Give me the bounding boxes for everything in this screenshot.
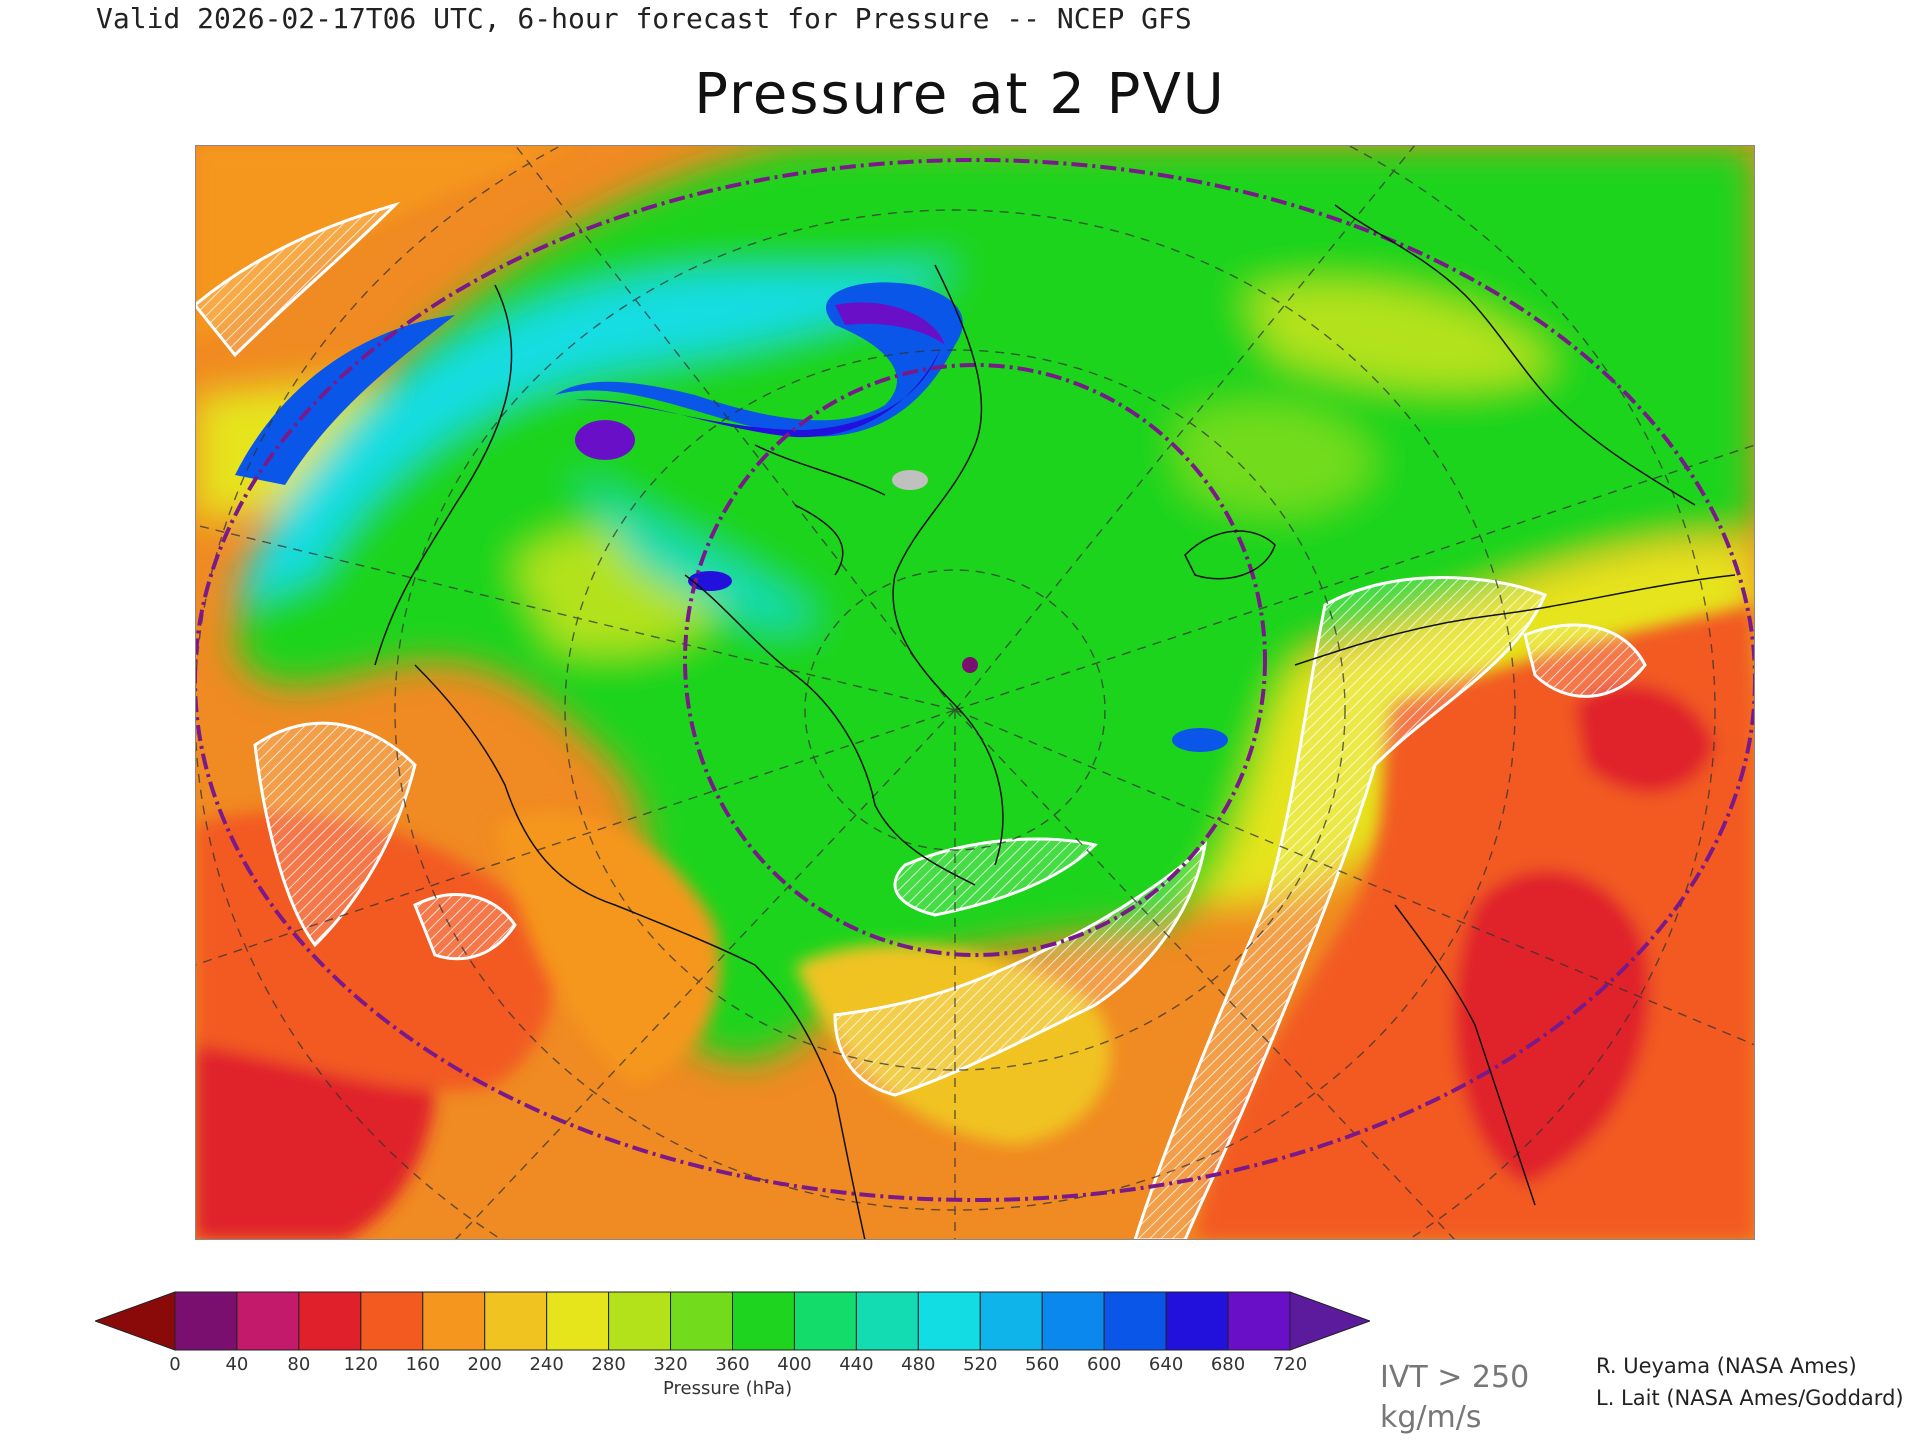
colorbar-cell [484,1291,548,1351]
credit-line-2: L. Lait (NASA Ames/Goddard) [1596,1386,1904,1410]
forecast-subtitle: Valid 2026-02-17T06 UTC, 6-hour forecast… [96,2,1192,35]
ivt-overlay [195,201,1647,1240]
colorbar [95,1291,1370,1351]
colorbar-cell [855,1291,919,1351]
colorbar-cell [979,1291,1043,1351]
colorbar-under-arrow [95,1291,176,1351]
colorbar-tick-label: 280 [591,1354,626,1375]
colorbar-ticks: 0 40 80 120 160 200 240 280 320 360 400 440 480 520 56… [0,1354,1920,1384]
colorbar-cell [1165,1291,1229,1351]
credits: R. Ueyama (NASA Ames) L. Lait (NASA Ames… [1596,1350,1904,1414]
colorbar-tick-label: 240 [529,1354,564,1375]
ivt-legend-line1: IVT > 250 [1380,1360,1530,1395]
colorbar-cell [360,1291,424,1351]
colorbar-over-arrow [1289,1291,1370,1351]
colorbar-tick-label: 520 [963,1354,998,1375]
colorbar-tick-label: 480 [901,1354,936,1375]
colorbar-cell [1041,1291,1105,1351]
colorbar-tick-label: 160 [405,1354,440,1375]
colorbar-cell [236,1291,300,1351]
colorbar-tick-label: 680 [1210,1354,1246,1375]
colorbar-label: Pressure (hPa) [663,1378,793,1399]
colorbar-tick-label: 360 [715,1354,750,1375]
polar-vortex-core [235,282,1228,752]
colorbar-cell [174,1291,238,1351]
ivt-legend-line2: kg/m/s [1380,1400,1482,1435]
colorbar-cell [1103,1291,1167,1351]
colorbar-cell [546,1291,610,1351]
ivt-legend: IVT > 250 kg/m/s [1380,1358,1529,1438]
colorbar-cell [422,1291,486,1351]
credit-line-1: R. Ueyama (NASA Ames) [1596,1354,1857,1378]
colorbar-cell [1227,1291,1291,1351]
colorbar-tick-label: 0 [169,1354,181,1375]
colorbar-tick-label: 200 [467,1354,502,1375]
colorbar-tick-label: 600 [1086,1354,1122,1375]
colorbar-tick-label: 80 [287,1354,311,1375]
colorbar-tick-label: 440 [839,1354,874,1375]
colorbar-tick-label: 400 [777,1354,812,1375]
page-title: Pressure at 2 PVU [694,62,1226,127]
pressure-map [195,145,1755,1240]
colorbar-cell [608,1291,672,1351]
coastlines [374,204,1736,1240]
colorbar-tick-label: 320 [653,1354,688,1375]
colorbar-cell [917,1291,981,1351]
colorbar-tick-label: 560 [1025,1354,1060,1375]
colorbar-tick-label: 720 [1272,1354,1308,1375]
colorbar-tick-label: 120 [343,1354,378,1375]
colorbar-cell [670,1291,733,1351]
colorbar-cell [732,1291,795,1351]
colorbar-tick-label: 640 [1148,1354,1184,1375]
colorbar-cell [793,1291,857,1351]
colorbar-cell [298,1291,362,1351]
colorbar-tick-label: 40 [225,1354,249,1375]
graticule [195,145,1755,1240]
